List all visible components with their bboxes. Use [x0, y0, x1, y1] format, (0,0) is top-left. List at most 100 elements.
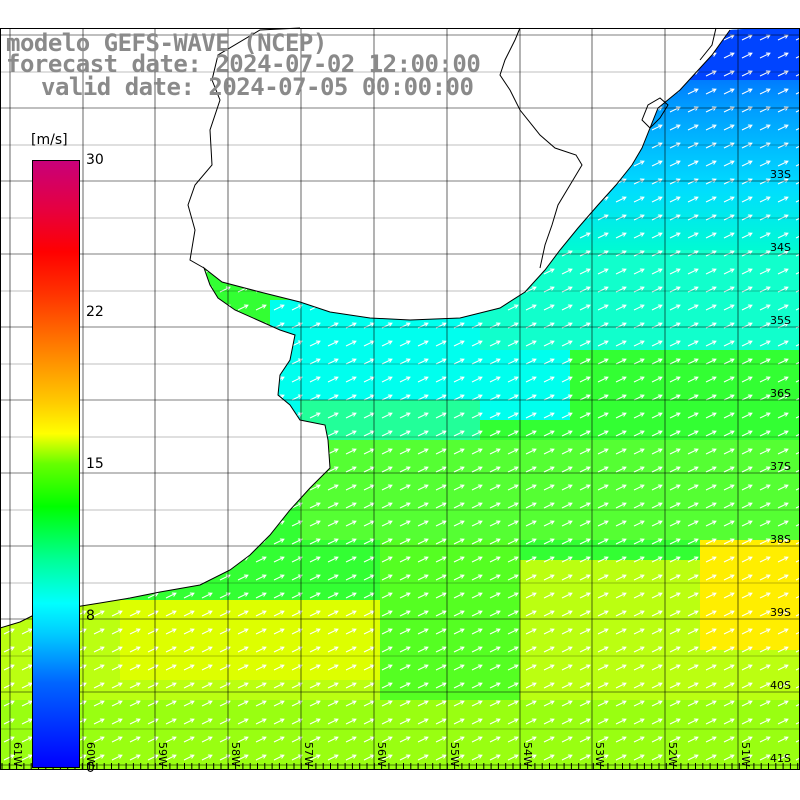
wind-arrow — [633, 556, 645, 563]
wind-arrow — [597, 664, 609, 671]
wind-arrow — [489, 754, 501, 761]
wind-arrow — [543, 556, 555, 563]
wind-arrow — [417, 250, 429, 257]
wind-arrow — [363, 160, 375, 167]
wind-arrow — [129, 484, 141, 491]
wind-arrow — [345, 592, 357, 599]
wind-arrow — [381, 754, 393, 761]
wind-arrow — [705, 160, 717, 167]
wind-arrow — [759, 196, 771, 203]
wind-arrow — [417, 520, 429, 527]
wind-arrow — [579, 124, 591, 131]
wind-arrow — [273, 502, 285, 509]
wind-arrow — [669, 754, 681, 761]
wind-arrow — [129, 520, 141, 527]
wind-arrow — [417, 430, 429, 437]
wind-arrow — [237, 502, 249, 509]
wind-arrow — [255, 736, 267, 743]
wind-arrow — [741, 376, 753, 383]
wind-arrow — [273, 754, 285, 761]
wind-arrow — [777, 520, 789, 527]
wind-arrow — [21, 88, 33, 95]
wind-arrow — [345, 538, 357, 545]
wind-arrow — [273, 142, 285, 149]
wind-arrow — [777, 160, 789, 167]
wind-arrow — [687, 502, 699, 509]
wind-arrow — [615, 574, 627, 581]
wind-arrow — [471, 142, 483, 149]
wind-arrow — [615, 466, 627, 473]
wind-arrow — [327, 358, 339, 365]
wind-arrow — [669, 646, 681, 653]
wind-arrow — [93, 754, 105, 761]
wind-arrow — [795, 160, 800, 167]
wind-arrow — [579, 700, 591, 707]
wind-arrow — [777, 718, 789, 725]
wind-arrow — [561, 502, 573, 509]
wind-arrow — [399, 250, 411, 257]
wind-arrow — [597, 718, 609, 725]
wind-arrow — [219, 448, 231, 455]
wind-arrow — [93, 520, 105, 527]
wind-arrow — [615, 556, 627, 563]
wind-arrow — [381, 178, 393, 185]
wind-arrow — [579, 538, 591, 545]
wind-arrow — [723, 88, 735, 95]
wind-arrow — [183, 250, 195, 257]
wind-arrow — [147, 556, 159, 563]
wind-arrow — [345, 466, 357, 473]
wind-arrow — [777, 754, 789, 761]
lat-label: 38S — [770, 533, 791, 546]
wind-arrow — [507, 430, 519, 437]
wind-arrow — [309, 250, 321, 257]
wind-arrow — [525, 196, 537, 203]
wind-arrow — [435, 736, 447, 743]
wind-arrow — [435, 358, 447, 365]
wind-arrow — [723, 754, 735, 761]
wind-arrow — [597, 412, 609, 419]
wind-arrow — [219, 196, 231, 203]
wind-arrow — [237, 268, 249, 275]
wind-arrow — [741, 538, 753, 545]
wind-arrow — [399, 556, 411, 563]
wind-arrow — [381, 448, 393, 455]
wind-arrow — [273, 466, 285, 473]
wind-arrow — [453, 34, 465, 41]
wind-arrow — [525, 592, 537, 599]
wind-arrow — [417, 376, 429, 383]
wind-arrow — [633, 52, 645, 59]
wind-arrow — [399, 754, 411, 761]
wind-arrow — [309, 160, 321, 167]
wind-arrow — [669, 160, 681, 167]
wind-arrow — [615, 502, 627, 509]
wind-arrow — [345, 556, 357, 563]
wind-arrow — [669, 700, 681, 707]
wind-arrow — [561, 736, 573, 743]
wind-arrow — [579, 340, 591, 347]
wind-arrow — [633, 232, 645, 239]
wind-arrow — [165, 304, 177, 311]
wind-arrow — [291, 736, 303, 743]
wind-arrow — [435, 214, 447, 221]
wind-arrow — [57, 124, 69, 131]
wind-arrow — [183, 736, 195, 743]
wind-arrow — [291, 160, 303, 167]
wind-arrow — [543, 484, 555, 491]
wind-arrow — [291, 250, 303, 257]
wind-arrow — [93, 682, 105, 689]
wind-arrow — [705, 232, 717, 239]
wind-arrow — [237, 430, 249, 437]
wind-arrow — [21, 394, 33, 401]
wind-arrow — [255, 304, 267, 311]
wind-arrow — [543, 340, 555, 347]
wind-arrow — [741, 124, 753, 131]
wind-arrow — [453, 376, 465, 383]
wind-arrow — [687, 124, 699, 131]
wind-arrow — [597, 124, 609, 131]
wind-arrow — [687, 448, 699, 455]
wind-arrow — [453, 718, 465, 725]
wind-arrow — [651, 268, 663, 275]
wind-arrow — [579, 682, 591, 689]
wind-arrow — [309, 358, 321, 365]
wind-arrow — [381, 340, 393, 347]
